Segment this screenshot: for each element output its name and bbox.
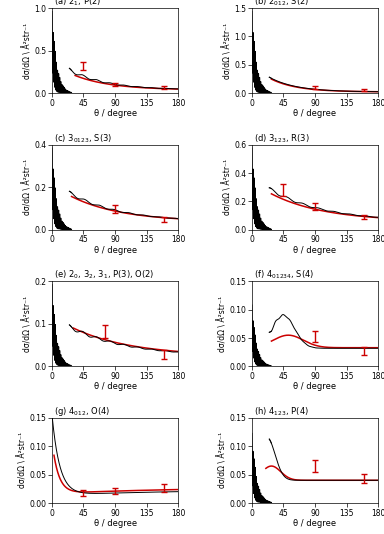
X-axis label: θ / degree: θ / degree xyxy=(94,109,137,119)
X-axis label: θ / degree: θ / degree xyxy=(293,246,336,255)
Y-axis label: dσ/dΩ \ Å²str⁻¹: dσ/dΩ \ Å²str⁻¹ xyxy=(218,433,228,489)
X-axis label: θ / degree: θ / degree xyxy=(94,519,137,528)
X-axis label: θ / degree: θ / degree xyxy=(94,246,137,255)
Y-axis label: dσ/dΩ \ Å²str⁻¹: dσ/dΩ \ Å²str⁻¹ xyxy=(218,296,228,352)
X-axis label: θ / degree: θ / degree xyxy=(94,382,137,391)
Text: (h) 4$_{123}$, P(4): (h) 4$_{123}$, P(4) xyxy=(254,405,309,418)
Y-axis label: dσ/dΩ \ Å²str⁻¹: dσ/dΩ \ Å²str⁻¹ xyxy=(223,159,233,215)
Text: (d) 3$_{123}$, R(3): (d) 3$_{123}$, R(3) xyxy=(254,132,310,145)
Y-axis label: dσ/dΩ \ Å²str⁻¹: dσ/dΩ \ Å²str⁻¹ xyxy=(23,159,33,215)
X-axis label: θ / degree: θ / degree xyxy=(293,382,336,391)
Text: (b) 2$_{012}$, S(2): (b) 2$_{012}$, S(2) xyxy=(254,0,310,8)
X-axis label: θ / degree: θ / degree xyxy=(293,519,336,528)
Y-axis label: dσ/dΩ \ Å²str⁻¹: dσ/dΩ \ Å²str⁻¹ xyxy=(18,433,28,489)
Text: (e) 2$_{0}$, 3$_{2}$, 3$_{1}$, P(3), O(2): (e) 2$_{0}$, 3$_{2}$, 3$_{1}$, P(3), O(2… xyxy=(55,269,155,281)
X-axis label: θ / degree: θ / degree xyxy=(293,109,336,119)
Y-axis label: dσ/dΩ \ Å²str⁻¹: dσ/dΩ \ Å²str⁻¹ xyxy=(23,22,33,78)
Text: (a) 2$_{1}$, P(2): (a) 2$_{1}$, P(2) xyxy=(55,0,102,8)
Text: (g) 4$_{012}$, O(4): (g) 4$_{012}$, O(4) xyxy=(55,405,111,418)
Y-axis label: dσ/dΩ \ Å²str⁻¹: dσ/dΩ \ Å²str⁻¹ xyxy=(223,22,233,78)
Text: (c) 3$_{0123}$, S(3): (c) 3$_{0123}$, S(3) xyxy=(55,132,113,145)
Y-axis label: dσ/dΩ \ Å²str⁻¹: dσ/dΩ \ Å²str⁻¹ xyxy=(23,296,33,352)
Text: (f) 4$_{01234}$, S(4): (f) 4$_{01234}$, S(4) xyxy=(254,269,314,281)
